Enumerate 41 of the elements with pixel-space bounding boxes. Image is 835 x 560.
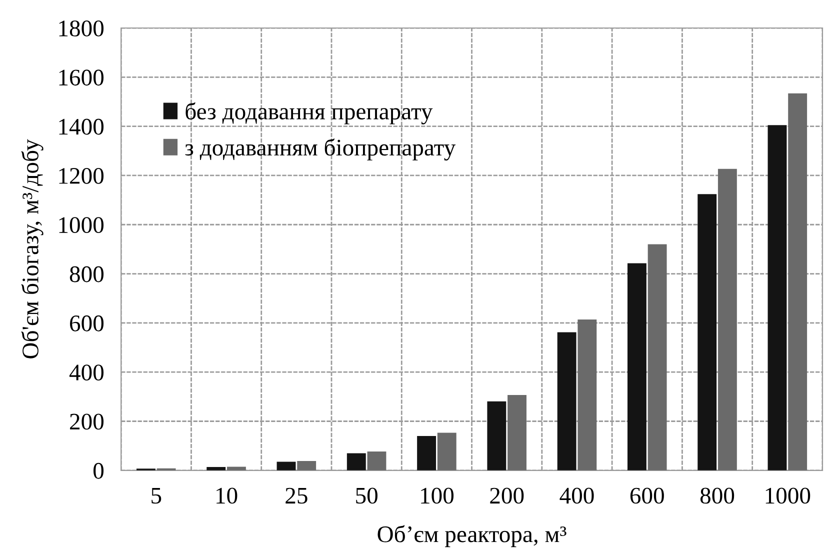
bar — [276, 462, 296, 470]
legend-label: без додавання препарату — [186, 102, 433, 124]
x-tick-label: 25 — [286, 488, 308, 504]
bar — [698, 194, 717, 470]
y-tick-label: 400 — [69, 364, 104, 381]
bar — [226, 466, 246, 470]
y-tick-label: 600 — [70, 315, 104, 332]
x-tick-label: 5 — [152, 488, 162, 504]
x-tick-label: 100 — [421, 488, 454, 504]
x-tick-label: 200 — [490, 488, 524, 504]
bar — [627, 263, 646, 470]
x-tick-label: 400 — [560, 488, 594, 504]
x-tick-label: 600 — [630, 488, 664, 504]
x-tick-label: 50 — [356, 488, 378, 504]
y-tick-label: 200 — [70, 414, 104, 430]
y-tick-label: 1800 — [59, 20, 104, 36]
bar — [788, 93, 808, 470]
bar — [487, 401, 506, 470]
bar — [648, 244, 667, 470]
x-tick-label: 10 — [216, 488, 238, 504]
bar — [557, 332, 576, 470]
y-axis-title: Об'єм біогазу, м³/добу — [21, 139, 44, 358]
bar — [297, 461, 316, 470]
bar — [417, 436, 436, 470]
bar — [508, 394, 526, 470]
x-tick-label: 800 — [700, 488, 734, 504]
y-tick-label: 0 — [94, 462, 104, 479]
bar — [718, 168, 737, 470]
bar — [367, 451, 386, 470]
y-tick-label: 1000 — [59, 217, 104, 234]
bar — [346, 453, 366, 470]
x-axis-title: Об’єм реактора, м³ — [378, 525, 566, 548]
x-tick-label: 1000 — [766, 488, 810, 504]
bar — [437, 432, 456, 470]
bar — [578, 319, 597, 470]
y-tick-label: 1400 — [59, 118, 104, 135]
legend-label: з додаванням біопрепарату — [185, 138, 456, 160]
y-tick-label: 800 — [70, 266, 104, 282]
y-tick-label: 1200 — [59, 168, 104, 184]
bar — [768, 125, 787, 470]
y-tick-label: 1600 — [59, 70, 104, 86]
